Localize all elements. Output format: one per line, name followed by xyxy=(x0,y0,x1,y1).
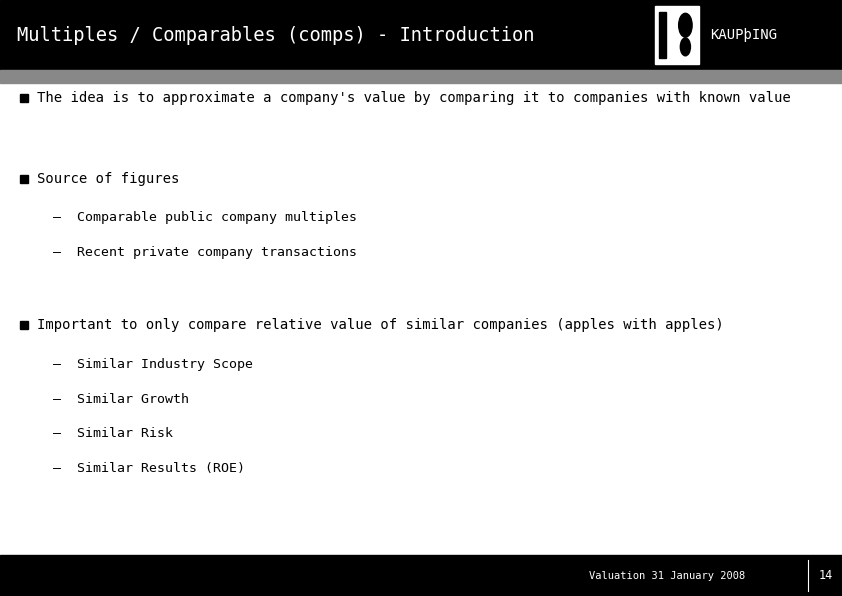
Text: Multiples / Comparables (comps) - Introduction: Multiples / Comparables (comps) - Introd… xyxy=(17,26,535,45)
Text: 14: 14 xyxy=(818,569,833,582)
Bar xyxy=(20,321,29,329)
Text: –  Similar Risk: – Similar Risk xyxy=(53,427,173,440)
Ellipse shape xyxy=(679,13,692,37)
Text: –  Similar Results (ROE): – Similar Results (ROE) xyxy=(53,462,245,475)
Text: KAUPþING: KAUPþING xyxy=(710,28,777,42)
Bar xyxy=(0,0,842,70)
Text: The idea is to approximate a company's value by comparing it to companies with k: The idea is to approximate a company's v… xyxy=(37,91,791,105)
Text: –  Similar Industry Scope: – Similar Industry Scope xyxy=(53,358,253,371)
Bar xyxy=(20,94,29,103)
Text: Source of figures: Source of figures xyxy=(37,172,179,186)
Bar xyxy=(20,175,29,183)
Ellipse shape xyxy=(680,38,690,56)
Bar xyxy=(659,12,666,58)
Text: Important to only compare relative value of similar companies (apples with apple: Important to only compare relative value… xyxy=(37,318,723,332)
Bar xyxy=(0,555,842,596)
Text: –  Similar Growth: – Similar Growth xyxy=(53,393,189,406)
Text: –  Recent private company transactions: – Recent private company transactions xyxy=(53,246,357,259)
Text: –  Comparable public company multiples: – Comparable public company multiples xyxy=(53,211,357,224)
Bar xyxy=(0,70,842,83)
Text: Valuation 31 January 2008: Valuation 31 January 2008 xyxy=(589,571,746,581)
Bar xyxy=(655,6,699,64)
